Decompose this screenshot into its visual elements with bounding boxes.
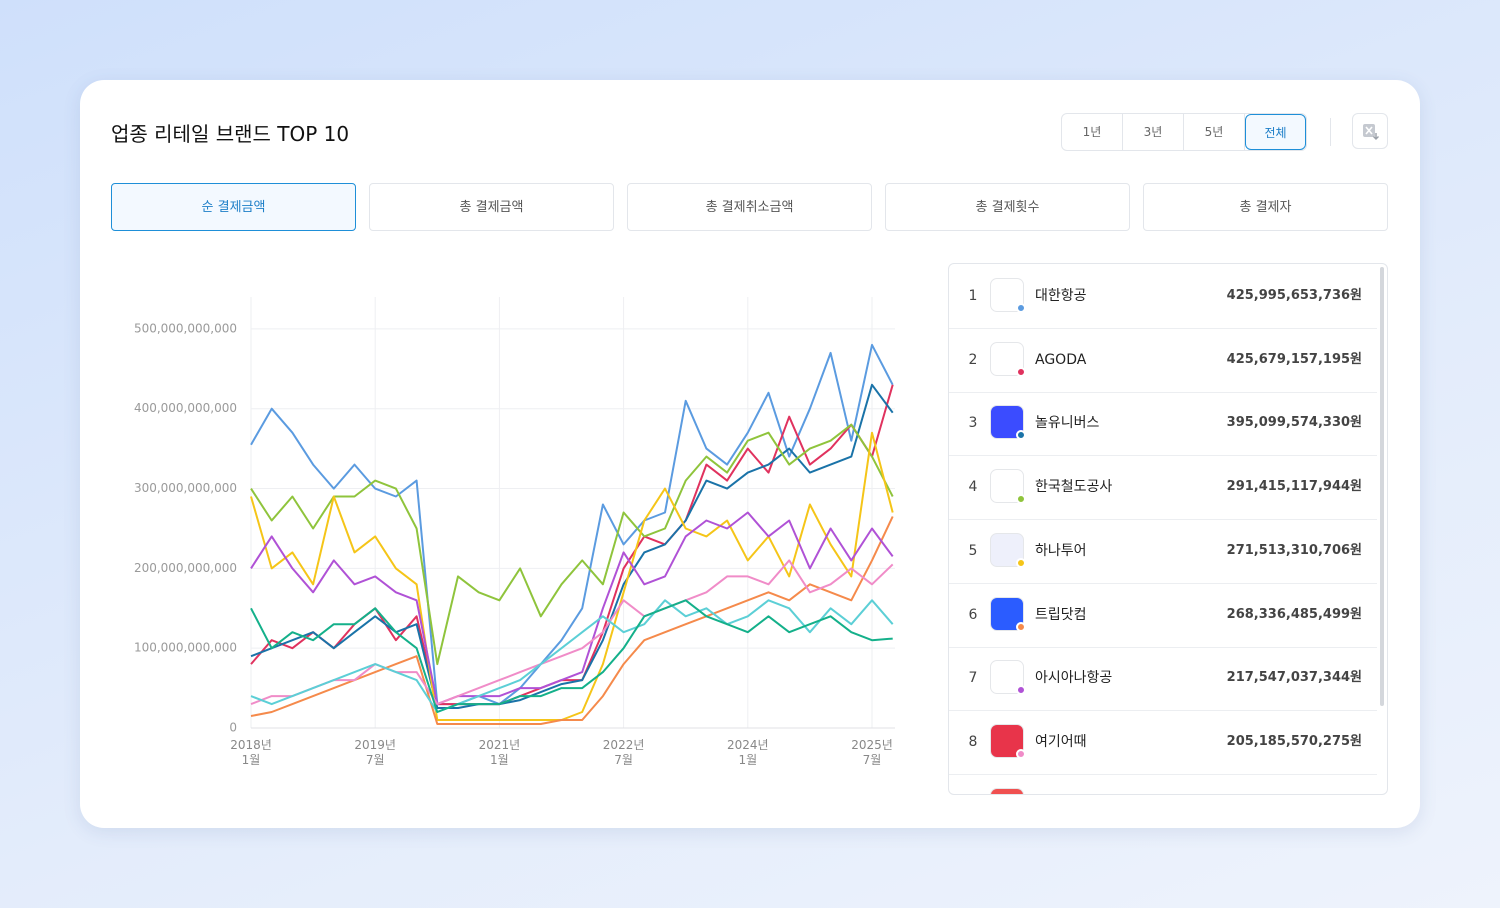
rank: 2 — [968, 351, 978, 368]
metric-tab[interactable]: 총 결제금액 — [369, 183, 614, 231]
rank: 4 — [968, 479, 978, 496]
y-tick-label: 100,000,000,000 — [134, 641, 237, 655]
rank: 6 — [968, 606, 978, 623]
series-line — [250, 559, 894, 706]
brand-name: AGODA — [1035, 351, 1087, 368]
x-tick-label: 2018년 1월 — [230, 738, 272, 767]
series-line — [250, 431, 894, 721]
rank: 7 — [968, 670, 978, 687]
ranking-row[interactable]: 3 놀유니버스 395,099,574,330원 — [949, 391, 1377, 457]
legend-dot — [1016, 557, 1026, 568]
legend-dot — [1016, 748, 1026, 759]
brand-name: 여기어때 — [1035, 733, 1087, 750]
metric-tabs: 순 결제금액 총 결제금액 총 결제취소금액 총 결제횟수 총 결제자 — [111, 183, 1388, 231]
period-selector: 1년 3년 5년 전체 — [1061, 113, 1307, 151]
period-button[interactable]: 전체 — [1245, 114, 1306, 150]
amount: 205,185,570,275원 — [1226, 733, 1362, 749]
amount: 271,513,310,706원 — [1226, 542, 1362, 558]
period-button[interactable]: 5년 — [1184, 114, 1245, 150]
y-tick-label: 500,000,000,000 — [134, 321, 237, 335]
metric-tab[interactable]: 총 결제자 — [1143, 183, 1388, 231]
series-line — [250, 511, 894, 706]
ranking-row[interactable]: 8 여기어때 205,185,570,275원 — [949, 710, 1377, 775]
brand-name: 하나투어 — [1035, 542, 1087, 559]
brand-icon — [990, 341, 1024, 376]
metric-tab[interactable]: 총 결제횟수 — [885, 183, 1130, 231]
y-tick-label: 0 — [229, 721, 237, 735]
metric-tab[interactable]: 순 결제금액 — [111, 183, 356, 231]
excel-icon — [1363, 124, 1379, 140]
x-tick-label: 2021년 1월 — [478, 738, 521, 767]
series-line — [250, 516, 894, 725]
series-line — [250, 384, 894, 706]
amount: 291,415,117,944원 — [1226, 479, 1362, 495]
series-line — [250, 423, 894, 666]
legend-dot — [1016, 366, 1026, 377]
legend-dot — [1016, 430, 1026, 441]
brand-name: 놀유니버스 — [1035, 415, 1100, 432]
y-tick-label: 200,000,000,000 — [134, 561, 237, 575]
amount: 268,336,485,499원 — [1226, 606, 1362, 622]
x-tick-label: 2024년 1월 — [727, 738, 769, 767]
card: 업종 리테일 브랜드 TOP 10 1년 3년 5년 전체 순 결제금액 총 결제금액 총… — [80, 80, 1420, 828]
metric-tab[interactable]: 총 결제취소금액 — [627, 183, 872, 231]
brand-name: 트립닷컴 — [1035, 606, 1087, 623]
series-line — [250, 343, 894, 706]
y-tick-label: 400,000,000,000 — [134, 401, 237, 415]
rank: 1 — [968, 288, 978, 304]
chart: 0 100,000,000,000 200,000,000,000 300,000,0… — [110, 280, 910, 780]
ranking-row[interactable]: 1 대한항공 425,995,653,736원 — [949, 264, 1377, 329]
rank: 8 — [968, 733, 978, 750]
brand-icon — [990, 787, 1024, 794]
brand-name: 한국철도공사 — [1035, 479, 1113, 496]
ranking-row[interactable] — [949, 774, 1377, 794]
y-tick-label: 300,000,000,000 — [134, 481, 237, 495]
series-line — [250, 383, 894, 709]
x-tick-label: 2019년 7월 — [354, 738, 396, 767]
x-tick-label: 2022년 7월 — [602, 738, 645, 767]
legend-dot — [1016, 494, 1026, 505]
amount: 217,547,037,344원 — [1226, 670, 1362, 686]
rank: 3 — [968, 415, 978, 432]
excel-download[interactable] — [1352, 113, 1388, 149]
period-button[interactable]: 3년 — [1123, 114, 1184, 150]
ranking-row[interactable]: 6 트립닷컴 268,336,485,499원 — [949, 583, 1377, 648]
separator — [1330, 118, 1331, 146]
title: 업종 리테일 브랜드 TOP 10 — [111, 122, 350, 146]
ranking-row[interactable]: 4 한국철도공사 291,415,117,944원 — [949, 455, 1377, 521]
ranking-row[interactable]: 7 아시아나항공 217,547,037,344원 — [949, 646, 1377, 712]
ranking-list: 1 대한항공 425,995,653,736원 2 AGODA 425,679,157,1… — [948, 263, 1388, 795]
amount: 395,099,574,330원 — [1226, 415, 1362, 431]
x-tick-label: 2025년 7월 — [851, 738, 893, 767]
series-line — [250, 599, 893, 713]
amount: 425,679,157,195원 — [1226, 351, 1362, 367]
amount: 425,995,653,736원 — [1226, 288, 1362, 303]
ranking-row[interactable]: 2 AGODA 425,679,157,195원 — [949, 328, 1377, 393]
series-line — [250, 599, 894, 713]
ranking-row[interactable]: 5 하나투어 271,513,310,706원 — [949, 519, 1377, 584]
legend-dot — [1016, 621, 1026, 632]
scrollbar — [1380, 267, 1384, 706]
rank: 5 — [968, 542, 978, 559]
brand-name: 아시아나항공 — [1035, 670, 1113, 687]
period-button[interactable]: 1년 — [1062, 114, 1123, 150]
legend-dot — [1016, 685, 1026, 696]
brand-name: 대한항공 — [1035, 288, 1087, 304]
legend-dot — [1016, 303, 1026, 313]
chart-svg: 0 100,000,000,000 200,000,000,000 300,000,0… — [134, 297, 895, 735]
